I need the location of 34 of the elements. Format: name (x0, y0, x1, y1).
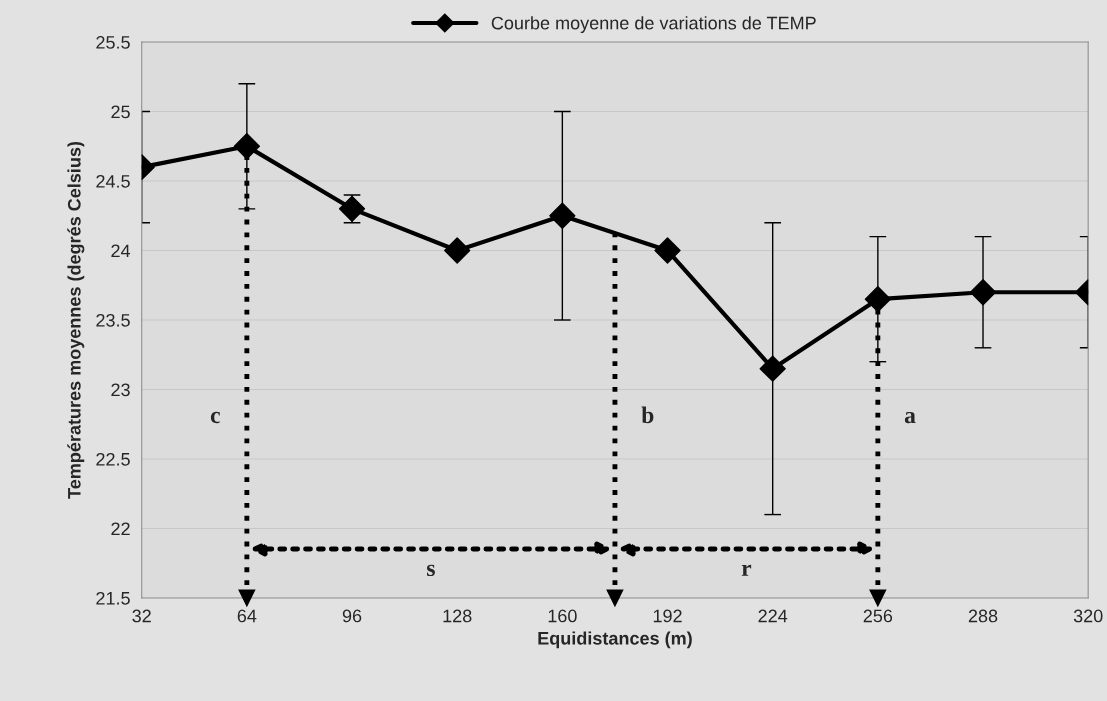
y-tick-label: 23.5 (96, 313, 130, 327)
y-tick-label: 22.5 (96, 452, 130, 466)
x-tick-label: 96 (342, 609, 362, 623)
x-tick-label: 192 (653, 609, 682, 623)
point (759, 355, 786, 382)
y-tick-label: 25 (111, 105, 130, 119)
x-tick-label: 160 (548, 609, 577, 623)
y-tick-label: 24 (111, 244, 131, 258)
y-tick-label: 22 (111, 522, 130, 536)
x-tick-label: 288 (968, 609, 998, 623)
annotation: s (427, 564, 435, 577)
annotation: r (741, 564, 752, 576)
point (444, 237, 471, 264)
legend-label: Courbe moyenne de variations de TEMP (491, 16, 816, 34)
x-tick-label: 32 (132, 609, 151, 623)
point (233, 133, 260, 160)
y-axis-title: Températures moyennes (degrés Celsius) (67, 141, 85, 499)
point (549, 202, 576, 229)
y-tick-label: 24.5 (96, 174, 130, 188)
ref-line-label: a (904, 411, 916, 424)
x-tick-label: 224 (758, 609, 788, 623)
point (864, 286, 891, 313)
point (969, 279, 997, 306)
x-tick-label: 320 (1073, 609, 1103, 623)
y-tick-label: 25.5 (96, 35, 130, 49)
ref-line-label: c (210, 411, 220, 424)
point (654, 237, 681, 264)
x-axis-title: Equidistances (m) (538, 631, 692, 649)
x-tick-label: 128 (443, 609, 472, 623)
y-tick-label: 21.5 (96, 591, 130, 605)
x-tick-label: 64 (237, 609, 257, 623)
x-tick-label: 256 (863, 609, 893, 623)
y-tick-label: 23 (111, 383, 130, 397)
ref-line-label: b (641, 406, 654, 424)
